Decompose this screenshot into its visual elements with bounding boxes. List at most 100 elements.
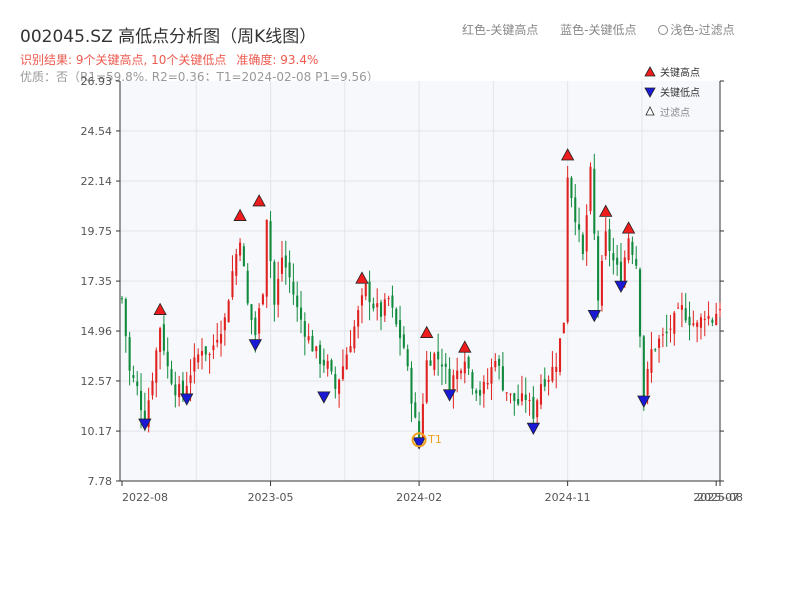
accuracy-text: 准确度: 93.4%	[236, 53, 319, 67]
y-tick-label: 22.14	[81, 175, 113, 188]
candle-body	[475, 390, 478, 394]
candle-body	[498, 358, 501, 366]
x-tick-label: 2024-02	[396, 491, 442, 504]
candle-body	[140, 390, 143, 411]
legend-low-icon	[644, 87, 656, 98]
high-point-marker	[233, 208, 247, 221]
candle-body	[311, 335, 314, 352]
candle-body	[330, 360, 333, 372]
candle-body	[456, 370, 459, 380]
candle-body	[368, 281, 371, 303]
candle-body	[452, 375, 455, 391]
candle-body	[341, 366, 344, 380]
high-point-marker	[420, 325, 434, 338]
candle-body	[631, 241, 634, 255]
candle-body	[372, 303, 375, 309]
low-point-marker	[526, 422, 541, 436]
candle-body	[261, 294, 264, 305]
candle-body	[269, 221, 272, 262]
candle-body	[619, 261, 623, 285]
candle-body	[124, 298, 127, 337]
candle-body	[120, 298, 124, 300]
legend-high-label: 关键高点	[660, 66, 700, 79]
candle-body	[581, 234, 584, 255]
candle-body	[715, 313, 718, 326]
candle-body	[216, 339, 219, 343]
candle-body	[410, 367, 413, 404]
candle-body	[383, 299, 386, 316]
y-tick-label: 26.93	[81, 75, 113, 88]
candle-body	[433, 353, 436, 370]
legend-hint-filtered: 浅色-过滤点	[658, 23, 735, 37]
candle-body	[646, 369, 649, 395]
color-legend-hint: 红色-关键高点 蓝色-关键低点 浅色-过滤点	[462, 21, 753, 38]
candle-body	[258, 308, 261, 334]
candle-body	[555, 366, 558, 372]
candle-body	[181, 380, 184, 394]
candle-body	[608, 229, 611, 251]
low-point-marker	[637, 395, 651, 408]
candle-body	[661, 334, 664, 336]
candle-body	[444, 363, 447, 367]
candle-body	[418, 421, 421, 440]
candle-body	[654, 349, 657, 351]
candle-body	[212, 345, 215, 351]
candle-body	[296, 295, 299, 308]
candle-body	[616, 257, 619, 265]
y-tick-label: 19.75	[81, 225, 113, 238]
candle-body	[357, 310, 360, 327]
high-point-marker	[599, 204, 613, 217]
candle-body	[193, 357, 196, 372]
candle-body	[326, 360, 329, 369]
high-point-marker	[621, 221, 636, 234]
circle-icon	[658, 25, 669, 35]
candle-body	[219, 334, 223, 344]
legend-filtered-icon	[645, 106, 655, 116]
high-point-marker	[355, 271, 369, 284]
candle-body	[501, 366, 504, 391]
candle-body	[315, 346, 318, 352]
candle-body	[558, 338, 562, 373]
candle-body	[570, 177, 573, 199]
candle-body	[136, 381, 139, 387]
candle-body	[718, 309, 722, 311]
candle-body	[597, 236, 600, 301]
candle-body	[319, 344, 322, 365]
candle-body	[284, 255, 287, 268]
candle-body	[566, 177, 569, 323]
candle-body	[132, 375, 135, 379]
low-point-marker	[442, 389, 457, 402]
candle-body	[562, 322, 565, 334]
candle-body	[277, 278, 280, 305]
candle-body	[414, 402, 417, 418]
candle-body	[159, 328, 162, 352]
candle-body	[612, 253, 615, 261]
candle-body	[551, 366, 554, 382]
candle-body	[338, 379, 341, 394]
candle-body	[593, 168, 596, 234]
candle-body	[151, 380, 154, 396]
low-point-marker	[587, 309, 601, 323]
y-tick-label: 24.54	[81, 125, 113, 138]
candle-body	[524, 394, 527, 400]
candle-body	[242, 246, 245, 267]
low-point-marker	[317, 391, 331, 404]
candle-body	[303, 321, 306, 337]
y-tick-label: 14.96	[81, 325, 113, 338]
candle-body	[162, 324, 165, 351]
candle-body	[650, 349, 653, 373]
high-point-marker	[252, 194, 266, 207]
candle-body	[673, 312, 676, 334]
low-point-marker	[614, 280, 628, 293]
candle-body	[658, 338, 661, 348]
candle-body	[494, 361, 497, 368]
x-tick-label: 2024-11	[545, 491, 591, 504]
candle-body	[688, 316, 691, 326]
candle-body	[684, 308, 687, 321]
candle-body	[307, 336, 310, 341]
candle-body	[391, 295, 394, 308]
candle-body	[707, 315, 710, 319]
candle-body	[128, 337, 131, 371]
candle-body	[635, 259, 638, 266]
candle-body	[711, 319, 714, 323]
